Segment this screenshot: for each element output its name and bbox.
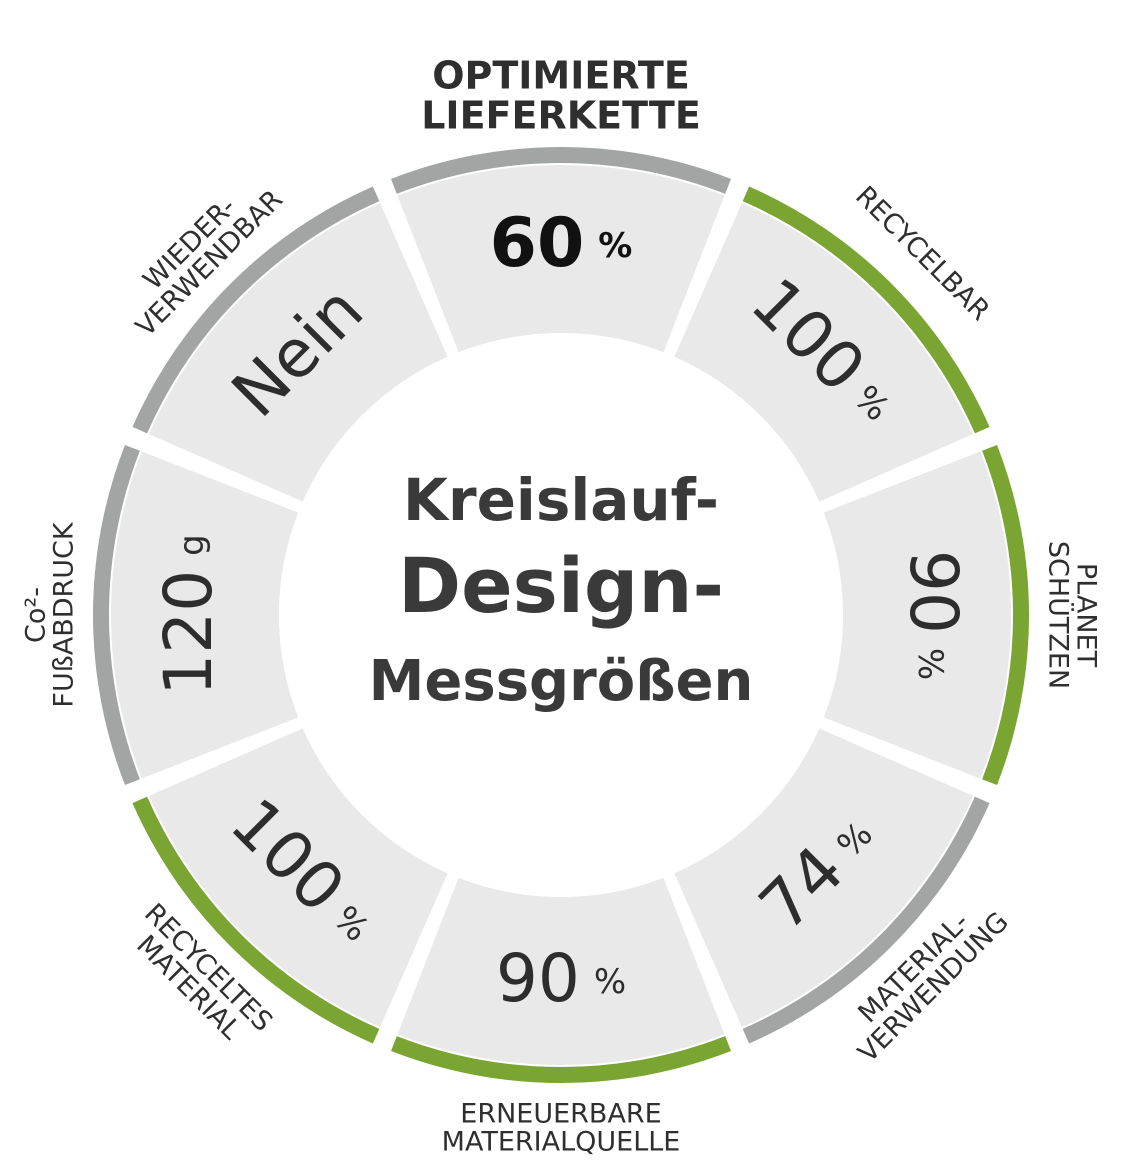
segment-planet-schuetzen [823, 451, 1011, 779]
center-title-line2: Design- [398, 541, 724, 630]
outer-ring [92, 146, 1029, 1083]
ring-arc-wiederverwendbar [132, 186, 380, 434]
ring-arc-erneuerbare-materialquelle [390, 1036, 732, 1083]
value-number-co2-fussabdruck: 120 [150, 570, 227, 696]
value-unit-co2-fussabdruck: g [172, 534, 212, 556]
segment-co2-fussabdruck [110, 451, 299, 779]
ring-arc-recycelbar [742, 186, 990, 434]
center-title-line1: Kreislauf- [403, 466, 719, 534]
value-erneuerbare-materialquelle: 90% [496, 940, 626, 1017]
label-line-optimierte-lieferkette-0: OPTIMIERTE [432, 53, 690, 97]
center-title: Kreislauf- Design- Messgrößen [369, 466, 754, 714]
label-line-planet-schuetzen-0: PLANET [1071, 563, 1102, 668]
segment-erneuerbare-materialquelle [397, 877, 725, 1066]
ring-arc-co2-fussabdruck [92, 444, 140, 786]
segment-optimierte-lieferkette [397, 165, 725, 353]
label-line-planet-schuetzen-1: SCHÜTZEN [1043, 541, 1075, 689]
value-unit-planet-schuetzen: % [911, 648, 951, 680]
segment-recyceltes-material [148, 728, 448, 1028]
segment-ring [110, 165, 1011, 1066]
label-line-co2-fussabdruck-0: Co²- [20, 587, 51, 643]
value-text-co2-fussabdruck: 120 g [150, 534, 227, 696]
ring-arc-recyceltes-material [132, 796, 380, 1044]
ring-arc-planet-schuetzen [982, 444, 1029, 786]
value-unit-erneuerbare-materialquelle: % [594, 962, 626, 1002]
center-disc [279, 333, 843, 897]
value-text-erneuerbare-materialquelle: 90% [496, 940, 626, 1017]
value-planet-schuetzen: 90% [895, 550, 972, 680]
value-optimierte-lieferkette: 60% [490, 204, 633, 283]
ring-arc-optimierte-lieferkette [390, 146, 732, 194]
value-text-planet-schuetzen: 90% [895, 550, 972, 680]
value-co2-fussabdruck: 120 g [150, 534, 227, 696]
segment-wiederverwendbar [148, 202, 448, 502]
label-line-erneuerbare-materialquelle-0: ERNEUERBARE [460, 1098, 661, 1129]
label-line-erneuerbare-materialquelle-1: MATERIALQUELLE [442, 1126, 681, 1157]
center-title-line3: Messgrößen [369, 649, 754, 714]
label-co2-fussabdruck: Co²-FUßABDRUCK [20, 521, 79, 707]
value-number-optimierte-lieferkette: 60 [490, 204, 585, 283]
segment-recycelbar [674, 202, 974, 502]
label-line-optimierte-lieferkette-1: LIEFERKETTE [421, 93, 701, 137]
value-text-optimierte-lieferkette: 60% [490, 204, 633, 283]
label-line-co2-fussabdruck-1: FUßABDRUCK [48, 521, 79, 707]
ring-arc-materialverwendung [742, 796, 990, 1044]
value-number-erneuerbare-materialquelle: 90 [496, 940, 580, 1017]
value-number-planet-schuetzen: 90 [895, 550, 972, 634]
segment-materialverwendung [674, 728, 974, 1028]
value-unit-optimierte-lieferkette: % [598, 226, 632, 266]
